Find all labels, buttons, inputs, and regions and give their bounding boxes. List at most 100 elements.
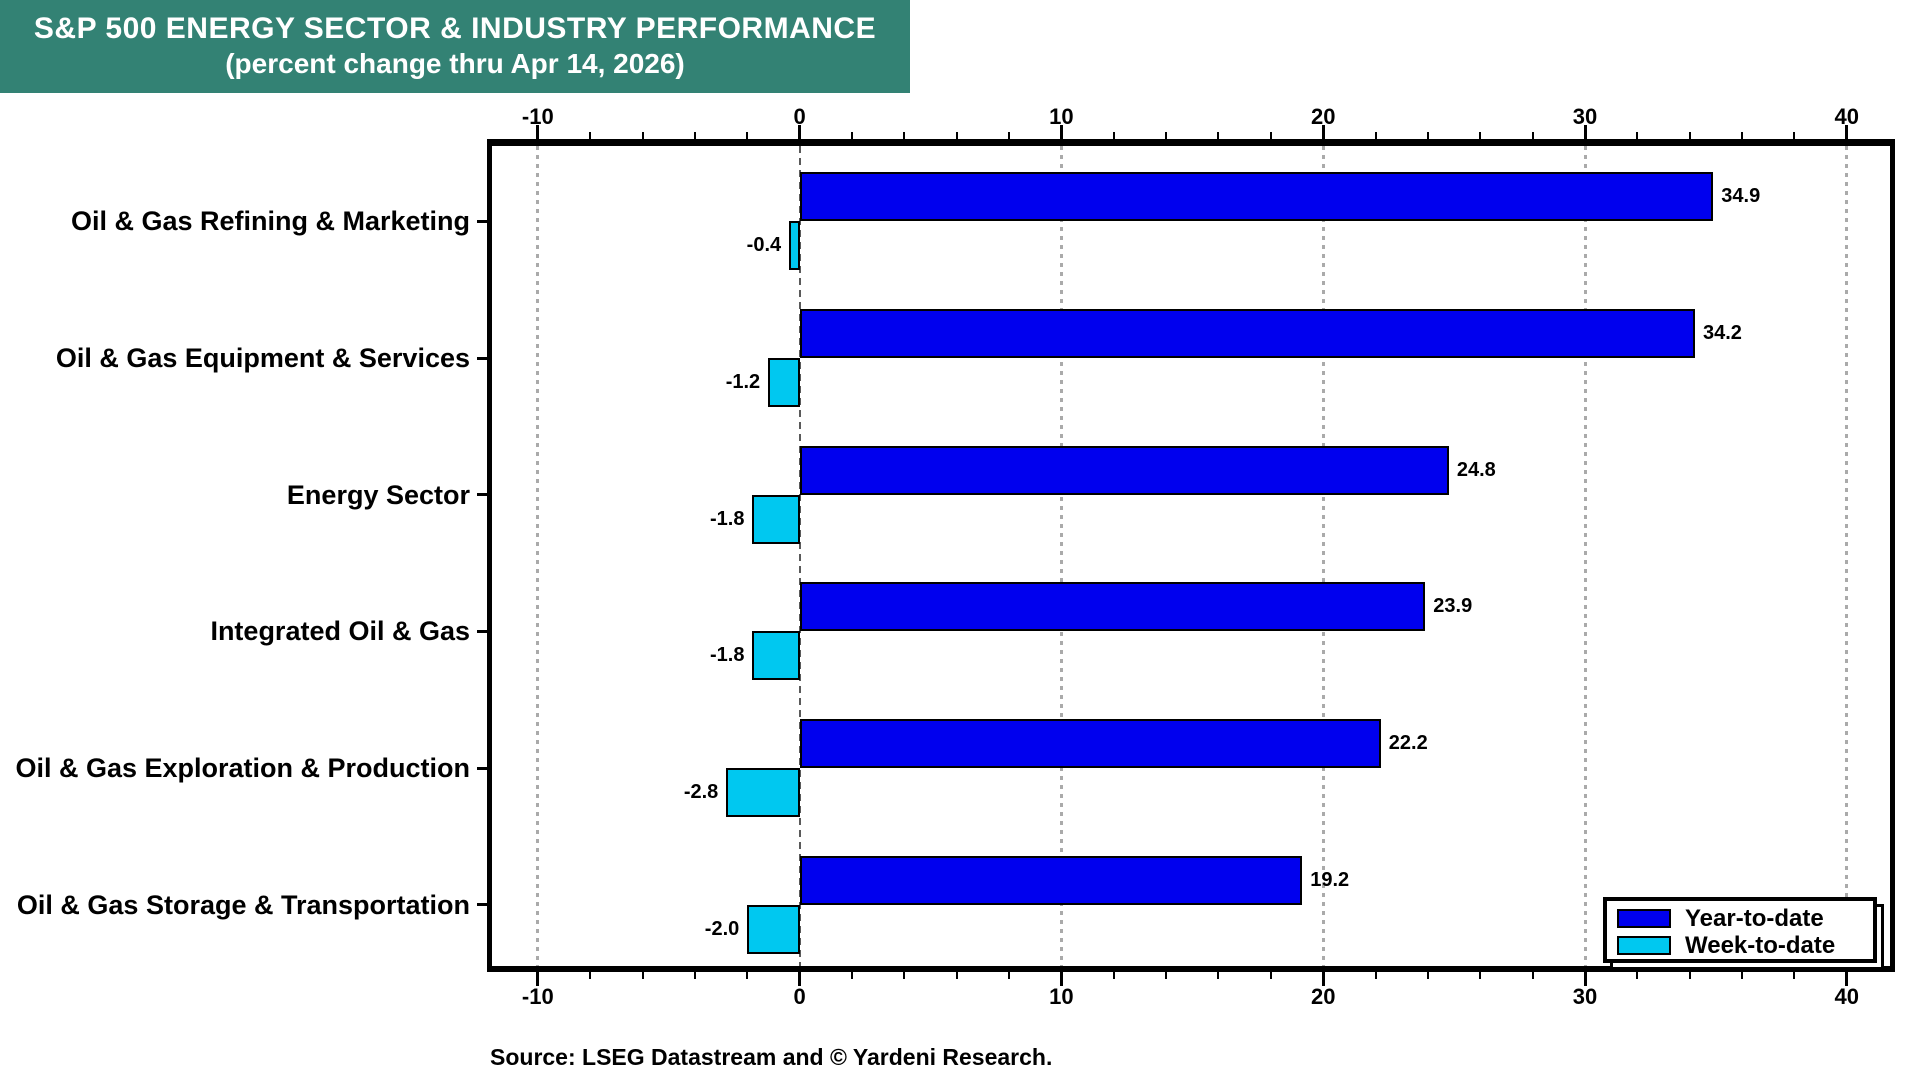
x-tick-bottom (1374, 972, 1377, 979)
x-tick-label-top: 40 (1834, 104, 1860, 129)
x-tick-bottom (1793, 972, 1796, 979)
chart-title: S&P 500 ENERGY SECTOR & INDUSTRY PERFORM… (33, 12, 877, 45)
x-tick-top (1165, 132, 1168, 139)
x-tick-label-top: 20 (1310, 104, 1336, 129)
x-tick-top (1321, 125, 1325, 139)
gridline (1583, 146, 1587, 966)
x-tick-bottom (1008, 972, 1011, 979)
category-tick (477, 629, 487, 633)
bar-year-to-date (799, 445, 1449, 495)
x-tick-top (955, 132, 958, 139)
bar-year-to-date (799, 719, 1381, 768)
x-tick-top (641, 132, 644, 139)
bar-value-label: 34.2 (1702, 322, 1742, 344)
x-tick-bottom (1217, 972, 1220, 979)
bar-year-to-date (799, 172, 1714, 222)
x-tick-label-bottom: 40 (1834, 984, 1860, 1009)
plot-area: 34.9 -0.4 34.2 -1.2 24.8 -1.8 23.9 -1.8 22.2 -2.8… (487, 139, 1895, 972)
x-tick-top (589, 132, 592, 139)
legend-item: Week-to-date (1607, 932, 1873, 959)
x-tick-bottom (1636, 972, 1639, 979)
x-tick-bottom (798, 972, 802, 986)
legend-item: Year-to-date (1607, 905, 1873, 932)
bar-value-label: -2.0 (704, 917, 740, 940)
legend-swatch (1617, 909, 1671, 928)
x-tick-label-top: -10 (521, 104, 554, 129)
x-tick-top (1217, 132, 1220, 139)
chart-subtitle: (percent change thru Apr 14, 2026) (225, 48, 685, 79)
category-label: Integrated Oil & Gas (210, 616, 470, 647)
x-tick-top (903, 132, 906, 139)
x-tick-label-bottom: 10 (1049, 984, 1074, 1009)
legend-label: Year-to-date (1685, 905, 1824, 932)
x-tick-bottom (1269, 972, 1272, 979)
x-tick-bottom (955, 972, 958, 979)
x-tick-top (1269, 132, 1272, 139)
x-tick-bottom (1059, 972, 1063, 986)
category-label: Energy Sector (286, 479, 470, 510)
bar-week-to-date (726, 768, 800, 817)
chart-title-box: S&P 500 ENERGY SECTOR & INDUSTRY PERFORM… (0, 0, 910, 93)
gridline (536, 146, 540, 966)
x-tick-top (746, 132, 749, 139)
zero-gridline (798, 146, 801, 966)
source-note: Source: LSEG Datastream and © Yardeni Re… (490, 1044, 1053, 1070)
bar-week-to-date (768, 358, 800, 407)
bar-value-label: -2.8 (683, 781, 719, 803)
x-tick-top (1845, 125, 1849, 139)
bar-year-to-date (799, 309, 1695, 358)
x-tick-bottom (903, 972, 906, 979)
category-label: Oil & Gas Refining & Marketing (70, 206, 470, 237)
x-tick-top (1688, 132, 1691, 139)
x-tick-label-top: 30 (1572, 104, 1598, 129)
x-tick-label-top: 0 (793, 104, 806, 129)
x-tick-top (850, 132, 853, 139)
gridline (1059, 146, 1063, 966)
x-tick-bottom (850, 972, 853, 979)
x-tick-top (1426, 132, 1429, 139)
x-tick-bottom (589, 972, 592, 979)
bar-year-to-date (799, 855, 1303, 905)
x-tick-label-bottom: 20 (1310, 984, 1336, 1009)
category-label: Oil & Gas Equipment & Services (55, 343, 470, 373)
bar-week-to-date (789, 221, 800, 271)
x-tick-bottom (1321, 972, 1325, 986)
x-tick-bottom (1741, 972, 1744, 979)
x-tick-bottom (1426, 972, 1429, 979)
legend-swatch (1617, 936, 1671, 955)
x-tick-top (536, 125, 540, 139)
category-tick (477, 903, 487, 907)
x-tick-bottom (1688, 972, 1691, 979)
bar-value-label: 23.9 (1433, 595, 1473, 618)
gridline (1321, 146, 1325, 966)
x-tick-top (1741, 132, 1744, 139)
x-tick-bottom (641, 972, 644, 979)
bar-value-label: -1.2 (725, 371, 761, 393)
x-tick-bottom (1583, 972, 1587, 986)
x-tick-top (1583, 125, 1587, 139)
category-label: Oil & Gas Storage & Transportation (16, 889, 470, 920)
x-tick-bottom (746, 972, 749, 979)
category-tick (477, 219, 487, 223)
x-tick-label-top: 10 (1049, 104, 1074, 129)
x-tick-top (693, 132, 696, 139)
x-tick-top (1793, 132, 1796, 139)
gridline (1845, 146, 1849, 966)
bar-year-to-date (799, 582, 1426, 632)
x-tick-label-bottom: 0 (793, 984, 806, 1009)
bar-value-label: 22.2 (1388, 732, 1428, 754)
x-tick-bottom (1112, 972, 1115, 979)
x-tick-top (1374, 132, 1377, 139)
x-tick-bottom (1165, 972, 1168, 979)
x-tick-top (1479, 132, 1482, 139)
bar-value-label: -1.8 (710, 644, 745, 667)
legend-label: Week-to-date (1685, 932, 1836, 959)
bar-value-label: -1.8 (710, 507, 745, 530)
x-tick-label-bottom: 30 (1572, 984, 1598, 1009)
x-tick-bottom (536, 972, 540, 986)
bar-week-to-date (747, 904, 800, 954)
bar-value-label: 19.2 (1310, 868, 1350, 891)
x-tick-top (1636, 132, 1639, 139)
category-tick (477, 493, 487, 497)
